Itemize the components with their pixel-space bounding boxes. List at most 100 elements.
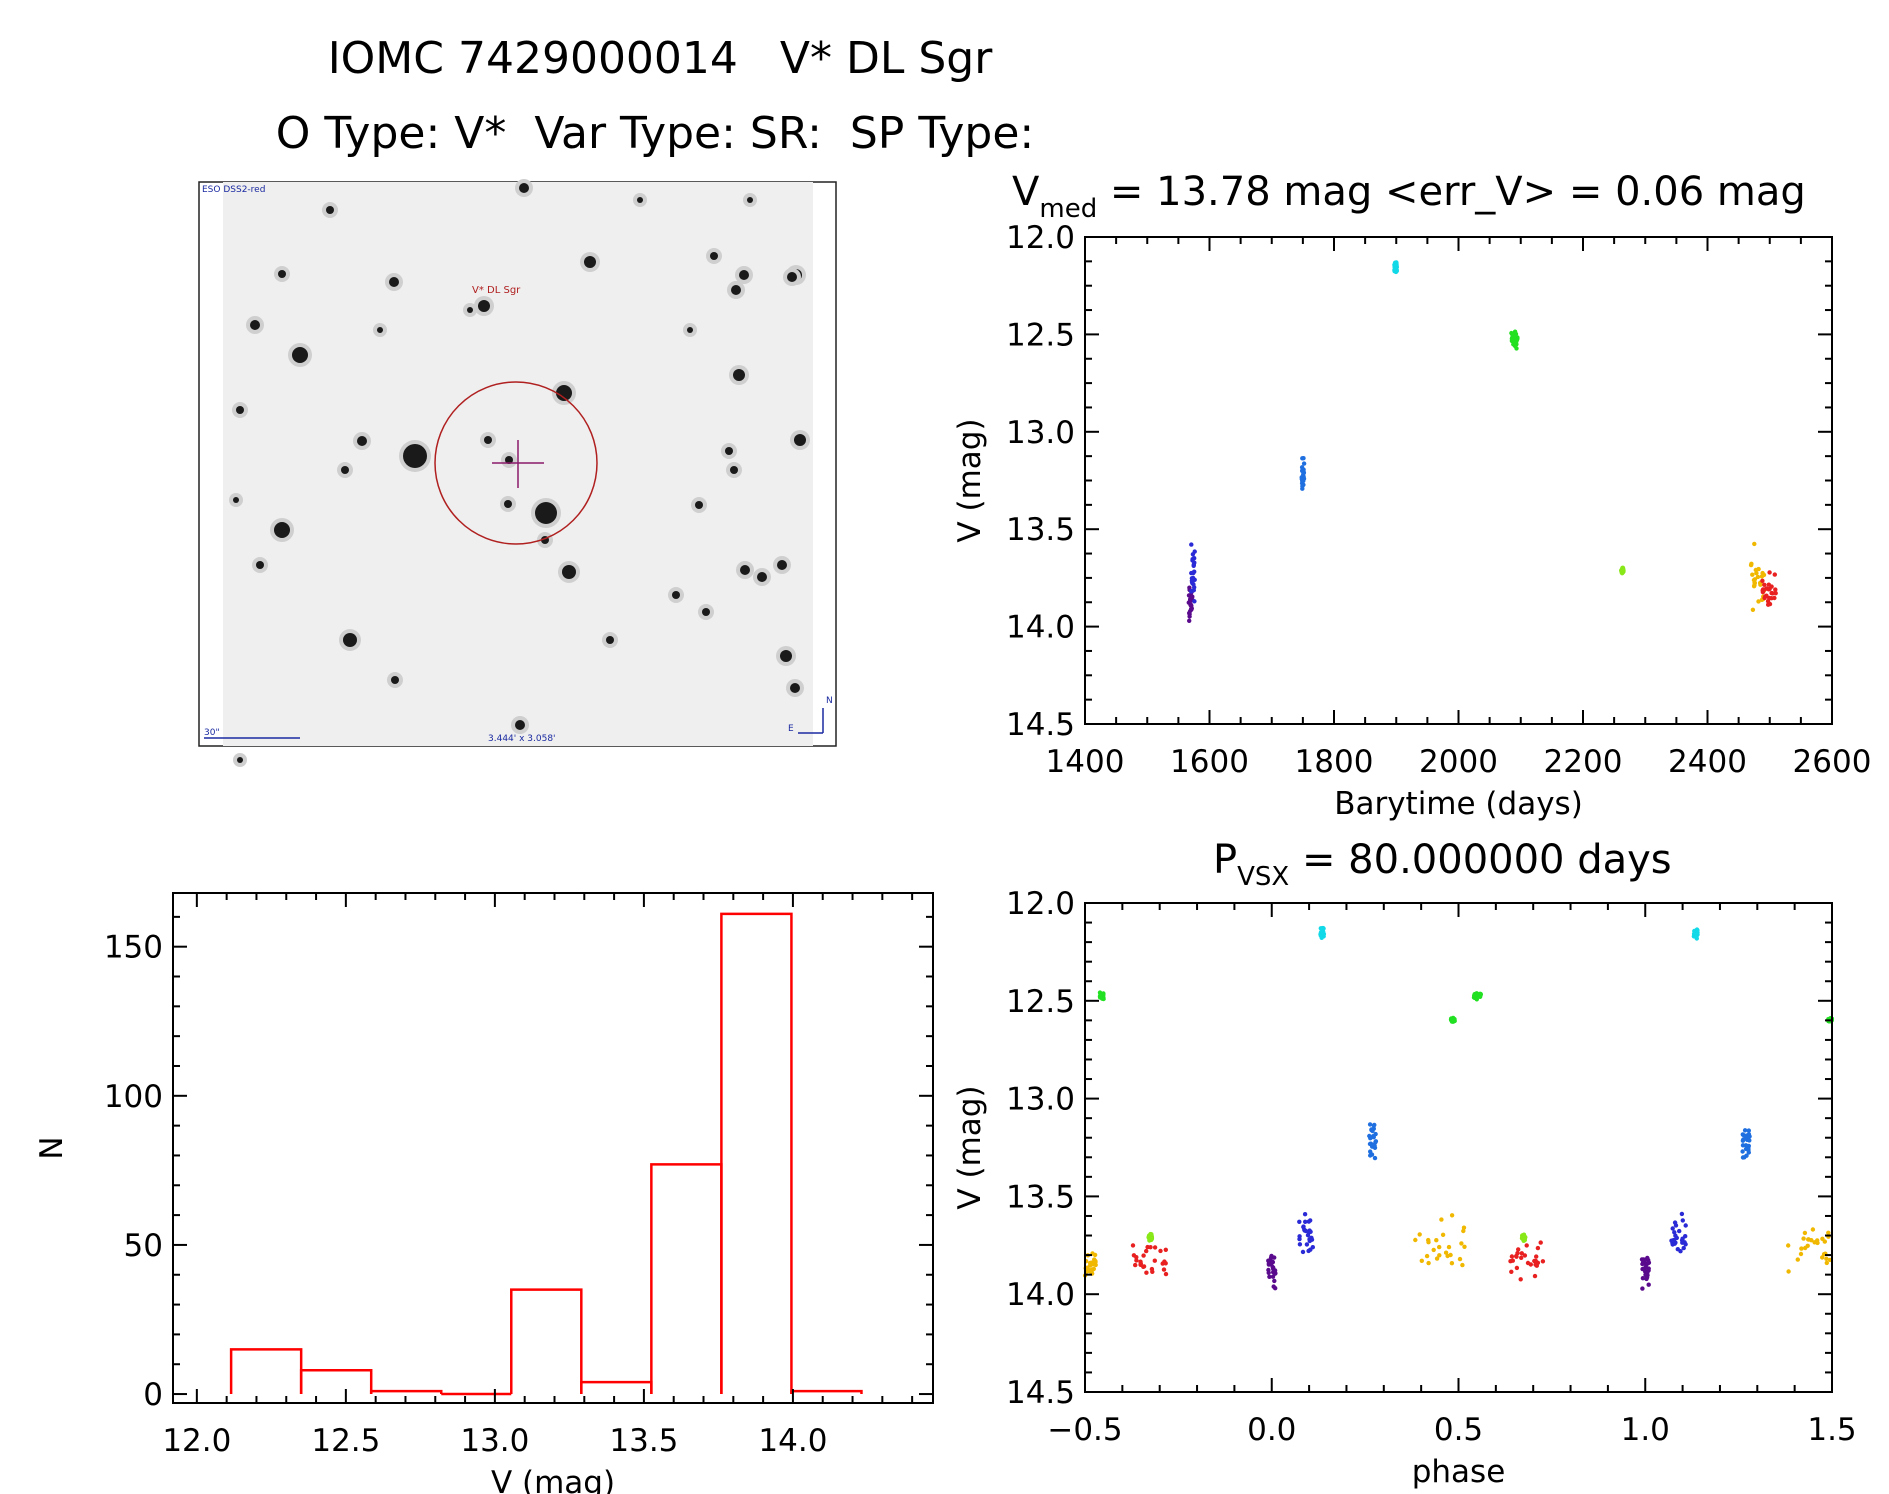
x-axis-label: Barytime (days) xyxy=(1334,786,1583,822)
data-point xyxy=(1437,1253,1442,1258)
data-point xyxy=(1675,1247,1681,1252)
star xyxy=(256,561,264,569)
data-point xyxy=(1621,568,1626,573)
data-point xyxy=(1522,1253,1528,1258)
y-tick-label: 100 xyxy=(104,1079,163,1115)
data-point xyxy=(1766,587,1771,592)
y-tick-label: 12.5 xyxy=(1006,984,1075,1020)
data-point-group xyxy=(1760,570,1778,607)
data-point xyxy=(1309,1237,1315,1242)
data-point xyxy=(1300,477,1306,483)
data-point xyxy=(1766,602,1771,607)
data-point xyxy=(1138,1261,1144,1266)
star xyxy=(341,466,349,474)
data-point xyxy=(1310,1245,1316,1250)
data-point xyxy=(1187,614,1192,619)
data-point xyxy=(1093,1258,1098,1264)
data-point xyxy=(1755,574,1761,580)
histogram-bar xyxy=(580,1380,653,1395)
data-point xyxy=(1272,1268,1278,1273)
data-point xyxy=(1187,618,1192,623)
data-point-group xyxy=(1669,1211,1688,1254)
data-point xyxy=(1640,1276,1646,1281)
data-point xyxy=(1266,1270,1271,1276)
data-point-group xyxy=(1448,1015,1457,1024)
data-point xyxy=(1191,588,1197,593)
star xyxy=(236,406,244,414)
data-point xyxy=(1693,934,1698,939)
data-point xyxy=(1163,1247,1169,1253)
data-point xyxy=(1640,1286,1645,1291)
histogram-bar xyxy=(229,1348,303,1395)
data-point xyxy=(1148,1245,1153,1250)
data-point xyxy=(1742,1155,1747,1160)
data-point xyxy=(1144,1248,1149,1254)
y-tick-label: 12.0 xyxy=(1006,886,1075,922)
data-point xyxy=(1301,467,1306,472)
data-point xyxy=(1189,606,1194,612)
data-point xyxy=(1144,1270,1149,1275)
data-point xyxy=(1368,1136,1373,1141)
data-point xyxy=(1434,1238,1439,1243)
data-point xyxy=(1758,582,1763,587)
data-point xyxy=(1534,1254,1539,1259)
star xyxy=(702,608,710,616)
data-point-group xyxy=(1509,329,1520,351)
star xyxy=(389,277,399,287)
data-point xyxy=(1266,1261,1272,1266)
data-point xyxy=(1161,1267,1167,1272)
data-point xyxy=(1300,1249,1306,1255)
star xyxy=(730,466,738,474)
data-point xyxy=(1158,1248,1163,1254)
plot-frame xyxy=(172,892,934,1404)
data-point xyxy=(1801,1236,1806,1241)
data-point xyxy=(1532,1273,1538,1279)
data-point xyxy=(1297,1236,1302,1242)
data-point xyxy=(1524,1243,1529,1248)
data-point xyxy=(1449,1213,1455,1218)
finder-chart: ESO DSS2-red V* DL Sgr 30" 3.444' x 3.05… xyxy=(198,179,837,767)
star xyxy=(343,633,357,647)
figure-subtitle: O Type: V* Var Type: SR: SP Type: xyxy=(276,108,1034,159)
star xyxy=(687,327,693,333)
star xyxy=(478,300,490,312)
data-point xyxy=(1519,1255,1524,1261)
data-point xyxy=(1459,1241,1464,1246)
data-point xyxy=(1746,1128,1752,1133)
star xyxy=(695,501,703,509)
histogram-bar xyxy=(790,1389,863,1395)
data-point xyxy=(1162,1259,1167,1264)
data-point xyxy=(1190,594,1195,599)
data-point xyxy=(1149,1236,1154,1241)
data-point-group xyxy=(1519,1232,1528,1244)
data-point xyxy=(1670,1226,1675,1231)
light-curve-title-rest: = 13.78 mag <err_V> = 0.06 mag xyxy=(1097,169,1806,215)
star xyxy=(794,434,806,446)
data-point xyxy=(1440,1232,1446,1238)
data-point-group xyxy=(1189,542,1197,604)
data-point xyxy=(1761,572,1767,578)
data-point xyxy=(1646,1266,1651,1271)
data-point xyxy=(1680,1236,1685,1241)
data-point xyxy=(1677,1228,1682,1234)
data-point xyxy=(1188,603,1194,608)
star xyxy=(780,650,792,662)
data-point xyxy=(1452,1018,1457,1024)
data-point xyxy=(1446,1244,1452,1250)
data-point xyxy=(1749,561,1754,566)
finder-scale-label: 30" xyxy=(204,728,220,738)
data-point-group xyxy=(1318,925,1327,940)
compass-north-label: N xyxy=(826,696,833,706)
data-point xyxy=(1646,1260,1652,1265)
data-point-group xyxy=(1619,565,1626,576)
data-point xyxy=(1303,1219,1308,1225)
data-point xyxy=(1752,577,1758,582)
data-point xyxy=(1424,1253,1430,1259)
data-point xyxy=(1519,1251,1525,1256)
data-point xyxy=(1431,1247,1436,1253)
star xyxy=(562,565,576,579)
data-point xyxy=(1300,456,1305,461)
data-point-group xyxy=(1471,991,1484,1002)
data-point xyxy=(1188,598,1193,603)
